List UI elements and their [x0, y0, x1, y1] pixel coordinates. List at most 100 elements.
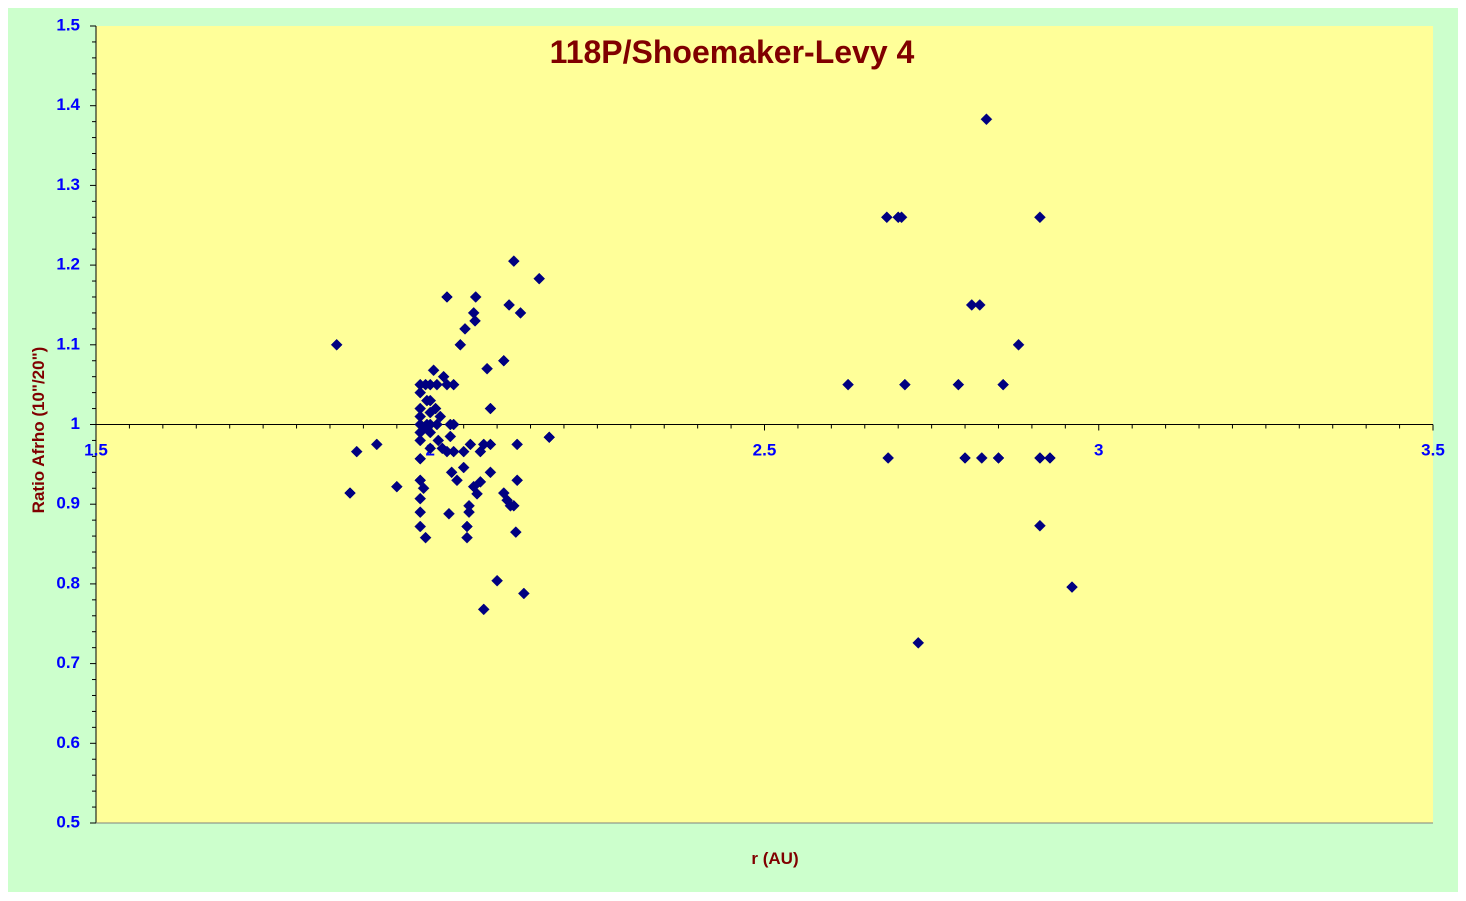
data-point: [417, 482, 430, 495]
data-point: [419, 531, 432, 544]
data-point: [1034, 452, 1046, 464]
x-tick-label: 2.5: [753, 441, 777, 460]
data-point: [459, 323, 471, 335]
y-tick-label: 0.6: [56, 733, 80, 752]
data-point: [543, 431, 556, 444]
data-point: [443, 507, 455, 520]
data-point: [509, 526, 522, 538]
data-point: [434, 410, 447, 423]
data-point: [899, 378, 911, 391]
data-point: [484, 438, 497, 451]
data-point: [882, 452, 895, 464]
data-point: [461, 520, 473, 533]
data-point: [390, 480, 403, 493]
y-tick-label: 0.9: [56, 494, 80, 513]
data-point: [517, 587, 530, 600]
data-point: [350, 445, 363, 458]
data-points: [330, 113, 1078, 649]
data-point: [1034, 519, 1046, 532]
data-point: [842, 378, 854, 391]
data-point: [344, 487, 356, 499]
data-point: [414, 506, 427, 519]
x-axis-minor-ticks: [95, 424, 1434, 431]
data-point: [992, 452, 1005, 464]
data-point: [469, 315, 481, 327]
data-point: [952, 378, 965, 391]
data-point: [464, 438, 477, 451]
y-axis-label: Ratio Afrho (10"/20"): [29, 347, 48, 514]
data-point: [959, 452, 971, 464]
data-point: [511, 474, 524, 487]
data-point: [975, 452, 988, 464]
data-point: [880, 211, 893, 224]
data-point: [1066, 581, 1078, 593]
data-point: [424, 394, 437, 407]
data-point: [451, 474, 463, 487]
data-point: [511, 438, 524, 451]
data-point: [414, 492, 427, 505]
data-point: [457, 461, 470, 474]
y-tick-label: 1.5: [56, 15, 80, 34]
data-point: [912, 637, 925, 649]
data-point: [1044, 452, 1056, 464]
y-axis-minor-ticks: [90, 25, 96, 824]
data-point: [1012, 338, 1025, 351]
y-tick-label: 1.3: [56, 175, 80, 194]
data-point: [424, 426, 437, 439]
data-point: [441, 291, 453, 303]
x-tick-label: 3.5: [1421, 441, 1445, 460]
data-point: [471, 487, 483, 500]
data-point: [507, 499, 520, 512]
y-tick-label: 1.4: [56, 95, 80, 114]
data-point: [973, 299, 986, 311]
data-point: [429, 402, 442, 415]
data-point: [484, 466, 497, 479]
y-tick-label: 1.1: [56, 334, 80, 353]
y-tick-label: 0.8: [56, 573, 80, 592]
y-tick-label: 1: [71, 414, 80, 433]
data-point: [463, 499, 475, 512]
data-point: [503, 299, 515, 311]
data-point: [533, 272, 546, 285]
data-point: [980, 113, 993, 126]
data-point: [895, 211, 908, 224]
data-point: [1034, 211, 1046, 224]
data-point: [424, 442, 437, 455]
x-tick-label: 3: [1094, 441, 1103, 460]
data-point: [463, 506, 475, 519]
data-point: [457, 445, 470, 458]
data-point: [444, 430, 457, 443]
data-point: [491, 574, 503, 587]
data-point: [497, 354, 510, 367]
data-point: [484, 402, 497, 415]
data-point: [447, 418, 460, 431]
data-point: [414, 434, 427, 447]
data-point: [427, 364, 440, 377]
data-point: [447, 445, 460, 458]
data-point: [997, 378, 1010, 391]
data-point: [454, 338, 467, 351]
y-axis-tick-labels: 0.5 0.6 0.7 0.8 0.9 1 1.1 1.2 1.3 1.4 1.5: [56, 15, 80, 831]
x-tick-label: 1.5: [84, 441, 108, 460]
data-point: [507, 255, 520, 267]
data-point: [514, 307, 527, 319]
data-point: [432, 434, 445, 447]
data-point: [477, 603, 490, 616]
data-point: [965, 299, 978, 311]
y-tick-label: 0.5: [56, 812, 80, 831]
data-point: [445, 466, 458, 479]
y-tick-label: 1.2: [56, 255, 80, 274]
data-point: [474, 476, 487, 488]
data-point: [481, 362, 493, 375]
data-point: [414, 452, 427, 465]
x-axis-label: r (AU): [751, 849, 798, 868]
data-point: [414, 386, 427, 399]
chart-title: 118P/Shoemaker-Levy 4: [550, 34, 915, 70]
data-point: [469, 291, 482, 303]
data-point: [370, 438, 383, 451]
data-point: [414, 520, 427, 533]
y-tick-label: 0.7: [56, 653, 80, 672]
data-point: [447, 378, 460, 391]
data-point: [461, 531, 473, 544]
